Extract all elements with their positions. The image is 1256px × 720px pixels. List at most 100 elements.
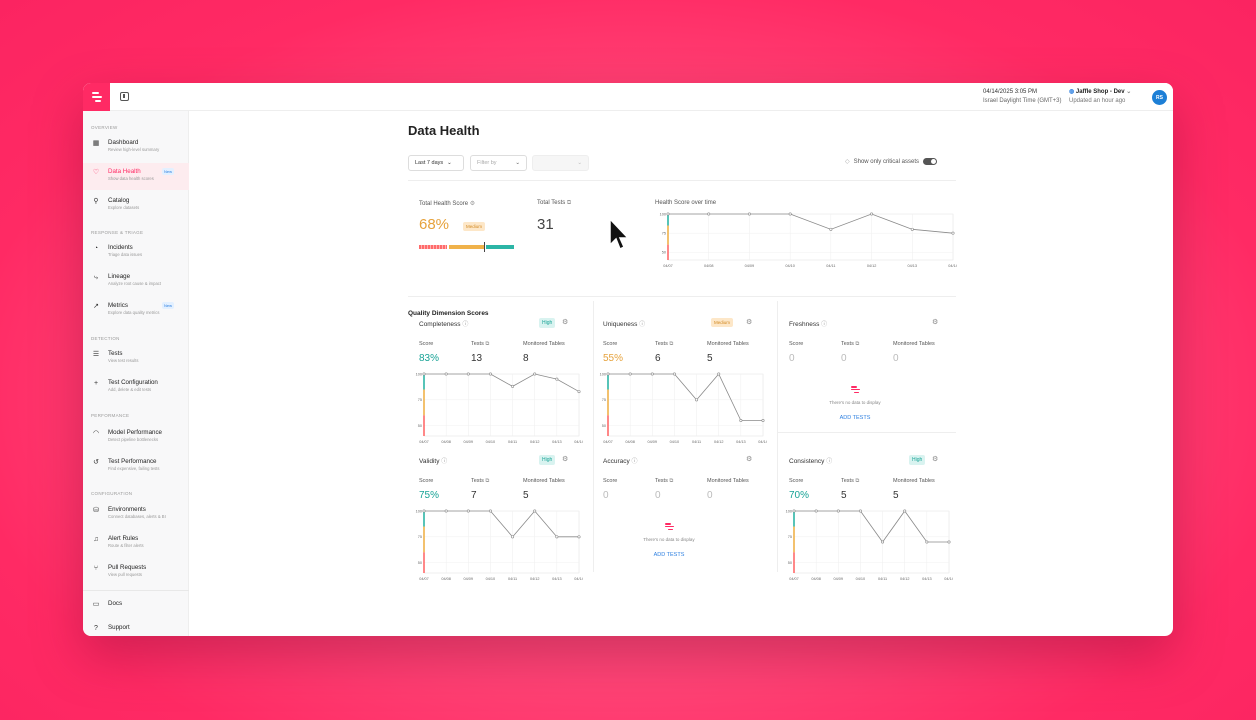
y-axis-band-low [423,415,425,436]
sidebar-item-model-performance[interactable]: ◠ Model Performance Detect pipeline bottl… [83,424,189,451]
sidebar-item-tests[interactable]: ☰ Tests View test results [83,345,189,372]
sidebar-item-alert-rules[interactable]: ♫ Alert Rules Route & filter alerts [83,530,189,557]
y-tick-label: 75 [662,231,666,235]
chart-frame [423,373,580,437]
external-link-icon[interactable]: ⧉ [485,478,490,484]
y-axis-band-medium [667,225,669,245]
gear-icon[interactable]: ⚙ [746,456,753,463]
sidebar-item-pull-requests[interactable]: ⑂ Pull Requests View pull requests [83,559,189,586]
divider [593,432,594,572]
divider [408,296,956,297]
x-tick-label: 04/12 [714,440,724,444]
y-tick-label: 100 [416,509,422,513]
add-tests-button[interactable]: ADD TESTS [839,415,871,421]
sidebar-item-environments[interactable]: ⛁ Environments Connect databases, alerts … [83,501,189,528]
sidebar-item-test-performance[interactable]: ↺ Test Performance Find expensive, failin… [83,453,189,480]
y-axis-band-medium [607,389,609,416]
sidebar-item-desc: Review high-level summary [108,147,160,152]
divider [593,301,594,443]
info-icon[interactable]: ⓘ [821,322,828,328]
sidebar-item-dashboard[interactable]: ▦ Dashboard Review high-level summary [83,134,189,161]
secondary-filter-select[interactable]: ⌄ [532,155,589,171]
external-link-icon[interactable]: ⧉ [855,341,860,347]
external-link-icon[interactable]: ⧉ [855,478,860,484]
dimension-badge: High [909,455,926,465]
data-point [444,509,448,513]
sidebar-item-test-configuration[interactable]: + Test Configuration Add, delete & edit t… [83,374,189,401]
globe-icon: ◍ [1069,89,1075,95]
sidebar-item-metrics[interactable]: ↗ Metrics Explore data quality metrics Ne… [83,297,189,324]
y-tick-label: 50 [418,561,422,565]
sidebar-item-lineage[interactable]: ⤷ Lineage Analyze root cause & impact [83,268,189,295]
data-point [577,390,581,394]
chart-frame [607,373,764,437]
sidebar-item-label: Dashboard [108,139,139,146]
pr-icon: ⑂ [93,565,99,572]
gear-icon[interactable]: ⚙ [469,201,476,207]
info-icon[interactable]: ⓘ [639,322,646,328]
external-link-icon[interactable]: ⧉ [566,200,572,206]
data-point [666,212,670,216]
external-link-icon[interactable]: ⧉ [669,341,674,347]
x-tick-label: 04/09 [464,577,474,581]
sidebar-item-desc: Route & filter alerts [108,543,144,548]
environment-selector[interactable]: ◍ Jaffle Shop - Dev ⌄ Updated an hour ag… [1069,88,1131,106]
sidebar-item-desc: View test results [108,358,139,363]
sidebar-item-support[interactable]: ? Support [83,619,189,636]
data-point [792,509,796,513]
y-axis-band-low [793,552,795,573]
sidebar-item-data-health[interactable]: ♡ Data Health Show data health scores New [83,163,189,190]
external-link-icon[interactable]: ⧉ [485,341,490,347]
dimension-trend-chart: 04/07 04/08 04/09 04/10 04/11 04/12 04/13 04/14… [416,372,583,444]
avatar[interactable]: RS [1152,90,1167,105]
section-configuration: Configuration [91,491,133,496]
add-tests-button[interactable]: ADD TESTS [653,552,685,558]
total-tests-label: Total Tests ⧉ [537,200,572,206]
sidebar: Overview ▦ Dashboard Review high-level su… [83,111,189,636]
filter-by-select[interactable]: Filter by ⌄ [470,155,527,171]
chart-frame [667,213,954,261]
tests-value: 7 [471,490,477,501]
sidebar-item-label: Lineage [108,273,131,280]
x-tick-label: 04/08 [704,264,714,268]
toggle-switch[interactable] [922,158,937,165]
divider [408,180,956,181]
x-tick-label: 04/12 [530,440,540,444]
gear-icon[interactable]: ⚙ [746,319,753,326]
monitored-tables-value: 8 [523,353,529,364]
info-icon[interactable]: ⓘ [826,459,833,465]
critical-assets-toggle[interactable]: ◇ Show only critical assets [845,158,937,165]
external-link-icon[interactable]: ⧉ [669,478,674,484]
sidebar-item-docs[interactable]: ▭ Docs [83,595,189,615]
lineage-icon: ⤷ [94,274,98,281]
data-point [951,231,955,235]
gear-icon[interactable]: ⚙ [932,456,939,463]
sidebar-item-catalog[interactable]: ⚲ Catalog Explore datasets [83,192,189,219]
gear-icon[interactable]: ⚙ [932,319,939,326]
y-tick-label: 75 [418,535,422,539]
app-logo-icon[interactable] [83,83,110,111]
data-point [717,372,721,376]
sidebar-toggle-icon[interactable] [120,92,129,101]
data-point [488,372,492,376]
info-icon[interactable]: ⓘ [631,459,638,465]
info-icon[interactable]: ⓘ [441,459,448,465]
total-tests-value: 31 [537,216,554,233]
x-tick-label: 04/13 [552,440,562,444]
gear-icon[interactable]: ⚙ [562,319,569,326]
sidebar-item-incidents[interactable]: ◔ Incidents Triage data issues [83,239,189,266]
date-range-select[interactable]: Last 7 days ⌄ [408,155,464,171]
data-point [747,212,751,216]
divider [777,301,778,443]
x-tick-label: 04/13 [736,440,746,444]
sidebar-item-label: Pull Requests [108,564,147,571]
info-icon[interactable]: ⓘ [462,322,469,328]
x-tick-label: 04/10 [486,440,496,444]
x-tick-label: 04/10 [670,440,680,444]
gear-icon[interactable]: ⚙ [562,456,569,463]
series-line [424,373,580,392]
x-tick-label: 04/11 [508,440,517,444]
x-tick-label: 04/09 [745,264,755,268]
divider [777,432,778,572]
sidebar-item-desc: Add, delete & edit tests [108,387,152,392]
